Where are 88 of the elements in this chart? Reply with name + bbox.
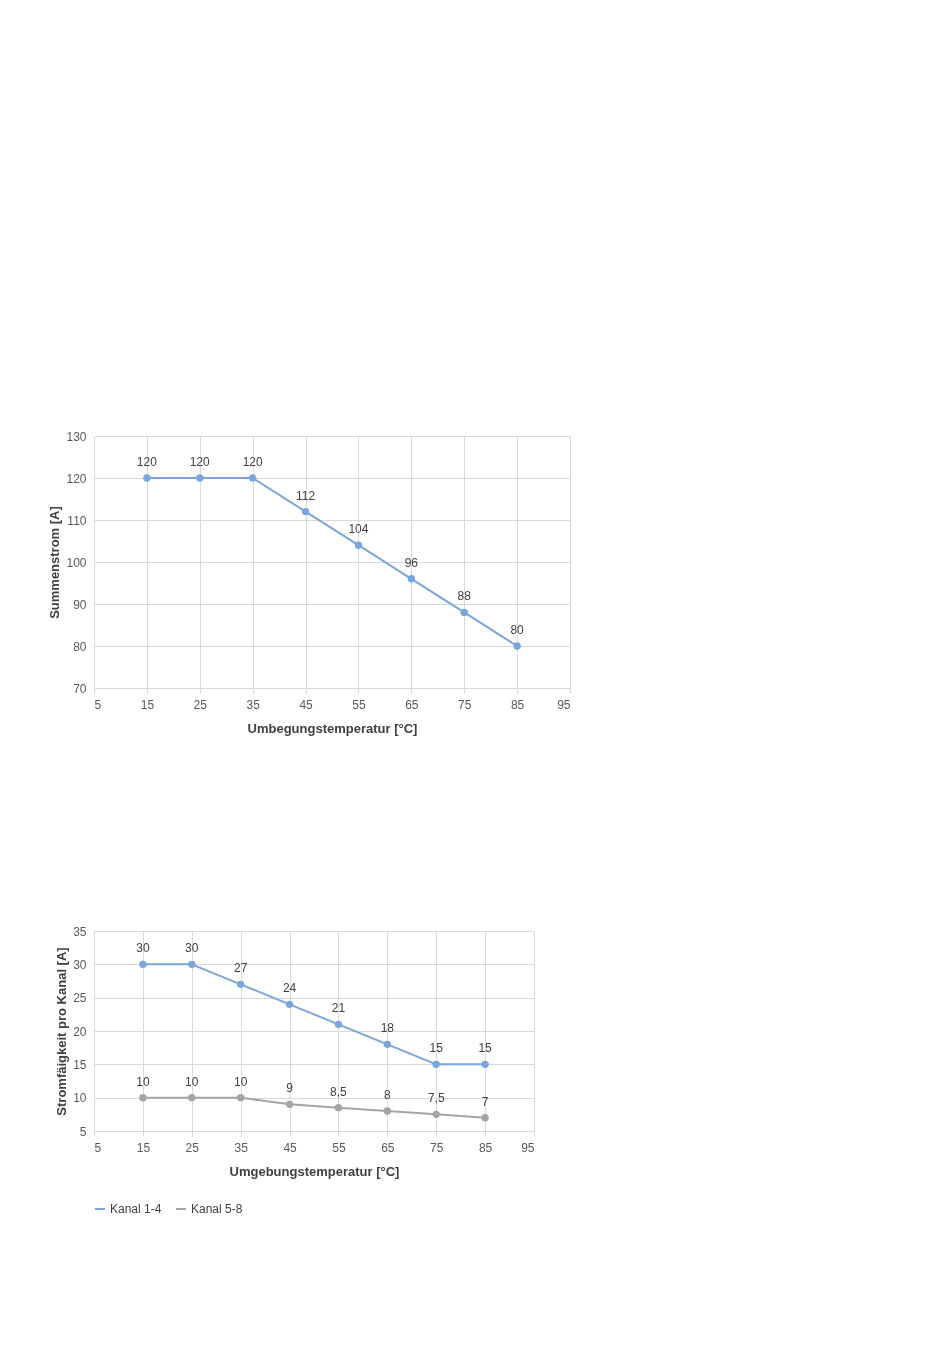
- data-label: 15: [429, 1041, 444, 1056]
- y-tick-label: 90: [73, 597, 87, 612]
- point: [513, 642, 521, 650]
- point: [188, 1093, 196, 1102]
- y-tick-label: 70: [73, 681, 87, 696]
- y-tick-label: 120: [66, 471, 87, 486]
- x-tick-label: 35: [234, 1140, 249, 1155]
- data-label: 21: [331, 1001, 346, 1016]
- point: [383, 1040, 392, 1049]
- y-tick-label: 35: [73, 924, 87, 939]
- point: [334, 1103, 343, 1112]
- data-label: 112: [295, 488, 316, 503]
- point: [196, 474, 204, 482]
- x-axis-title: Umgebungstemperatur [°C]: [229, 1163, 400, 1179]
- x-tick-label: 5: [94, 1140, 102, 1155]
- data-label: 104: [348, 522, 369, 537]
- y-tick-label: 10: [73, 1091, 87, 1106]
- y-tick-label: 110: [67, 513, 87, 528]
- point: [143, 474, 151, 482]
- y-tick-label: 20: [73, 1024, 87, 1039]
- point: [236, 1093, 245, 1102]
- x-tick-label: 35: [246, 697, 261, 712]
- x-tick-label: 45: [299, 697, 314, 712]
- point: [334, 1020, 343, 1029]
- point: [432, 1060, 440, 1069]
- data-label: 15: [478, 1041, 493, 1056]
- y-tick-label: 15: [73, 1057, 87, 1072]
- legend-label: Kanal 1-4: [110, 1202, 162, 1216]
- x-tick-label: 85: [510, 697, 525, 712]
- data-label: 120: [242, 455, 263, 469]
- data-label: 7: [481, 1094, 489, 1109]
- point: [236, 980, 245, 989]
- data-label: 18: [380, 1021, 395, 1036]
- x-tick-label: 15: [136, 1140, 151, 1155]
- x-tick-label: 45: [283, 1140, 298, 1155]
- x-tick-label: 65: [381, 1140, 395, 1155]
- data-label: 80: [510, 623, 525, 637]
- x-tick-label: 85: [478, 1140, 493, 1155]
- y-axis-title: Summenstrom [A]: [47, 506, 63, 619]
- legend-label: Kanal 5-8: [191, 1202, 243, 1216]
- point: [188, 960, 196, 969]
- x-tick-label: 15: [140, 697, 155, 712]
- data-label: 120: [136, 455, 158, 469]
- point: [139, 1093, 147, 1102]
- data-label: 24: [282, 981, 297, 996]
- point: [460, 608, 468, 617]
- y-tick-label: 100: [66, 555, 87, 570]
- data-label: 96: [404, 555, 419, 570]
- point: [383, 1107, 392, 1115]
- data-label: 10: [136, 1074, 150, 1089]
- y-axis-title: Stromfäigkeit pro Kanal [A]: [54, 947, 70, 1116]
- x-tick-label: 25: [185, 1140, 200, 1155]
- y-tick-label: 80: [73, 639, 87, 654]
- data-label: 8,5: [330, 1084, 348, 1099]
- point: [481, 1113, 489, 1122]
- x-tick-label: 75: [458, 697, 472, 712]
- x-tick-label: 95: [521, 1140, 535, 1155]
- x-tick-label: 25: [193, 697, 208, 712]
- y-tick-label: 130: [66, 429, 87, 444]
- data-label: 8: [383, 1088, 391, 1102]
- point: [248, 474, 257, 482]
- x-tick-label: 75: [430, 1140, 444, 1155]
- data-label: 10: [185, 1074, 199, 1089]
- data-label: 30: [136, 941, 150, 956]
- y-tick-label: 30: [73, 957, 87, 972]
- data-label: 30: [185, 941, 199, 956]
- point: [432, 1110, 440, 1119]
- data-label: 7,5: [427, 1091, 445, 1106]
- x-axis-title: Umbegungstemperatur [°C]: [247, 720, 418, 736]
- point: [285, 1100, 294, 1109]
- data-label: 10: [233, 1074, 248, 1089]
- y-tick-label: 5: [79, 1124, 87, 1139]
- x-tick-label: 55: [332, 1140, 346, 1155]
- point: [481, 1060, 489, 1069]
- point: [285, 1000, 294, 1009]
- y-tick-label: 25: [73, 991, 87, 1006]
- data-label: 120: [189, 455, 211, 469]
- point: [301, 507, 310, 516]
- point: [139, 960, 147, 969]
- x-tick-label: 95: [557, 697, 571, 712]
- x-tick-label: 5: [94, 697, 102, 712]
- point: [354, 541, 363, 549]
- data-label: 9: [286, 1081, 294, 1096]
- x-tick-label: 65: [405, 697, 419, 712]
- point: [407, 575, 416, 583]
- data-label: 88: [457, 589, 472, 604]
- x-tick-label: 55: [352, 697, 366, 712]
- data-label: 27: [233, 961, 248, 976]
